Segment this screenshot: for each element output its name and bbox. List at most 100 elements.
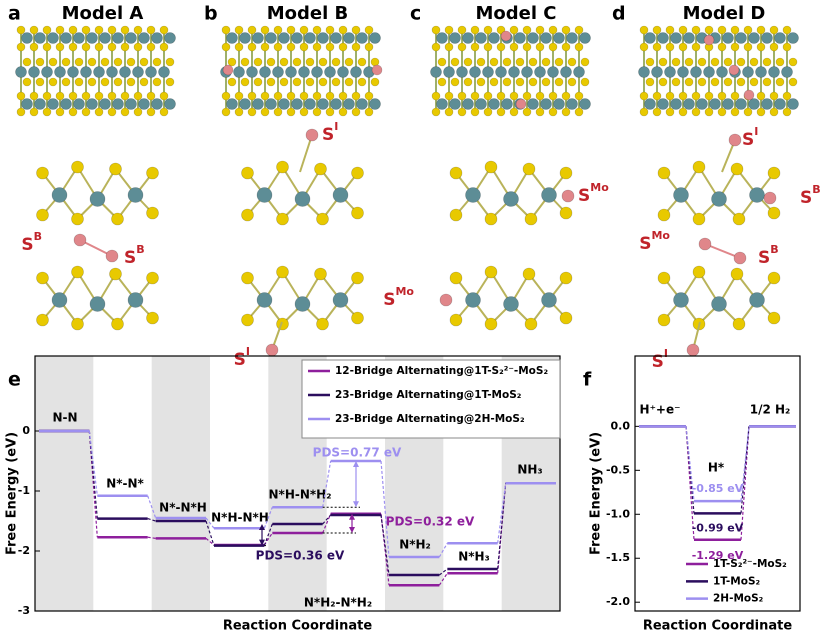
connector — [205, 520, 215, 546]
atom — [240, 77, 250, 87]
atom — [574, 42, 584, 52]
atom — [782, 25, 792, 35]
atom-superscript: I — [246, 345, 250, 358]
atom — [299, 42, 309, 52]
atom — [561, 91, 571, 101]
atom-symbol: S — [639, 234, 651, 254]
atom — [501, 98, 513, 110]
atom — [439, 293, 453, 307]
atom — [55, 25, 65, 35]
atom — [444, 107, 454, 117]
atom — [316, 212, 329, 226]
atom — [286, 107, 296, 117]
atom — [645, 57, 655, 67]
atom — [678, 107, 688, 117]
atom — [548, 107, 558, 117]
atom — [763, 191, 777, 205]
atom — [748, 32, 760, 44]
atom — [94, 107, 104, 117]
atom — [528, 57, 538, 67]
atom — [29, 107, 39, 117]
y-tick-label: -1.5 — [606, 551, 630, 564]
atom — [87, 77, 97, 87]
atom — [152, 57, 162, 67]
y-axis-label: Free Energy (eV) — [5, 432, 20, 555]
connector — [147, 518, 156, 522]
atom — [678, 25, 688, 35]
atom — [560, 66, 572, 78]
atom — [484, 160, 498, 174]
y-axis-label: Free Energy (eV) — [589, 432, 604, 555]
atom — [239, 98, 251, 110]
atom — [782, 91, 792, 101]
atom — [159, 107, 169, 117]
atom — [133, 107, 143, 117]
atom — [767, 311, 781, 325]
atom — [502, 77, 512, 87]
atom — [484, 265, 498, 279]
bond — [704, 243, 741, 259]
arrow-head — [349, 527, 355, 533]
atom — [540, 32, 552, 44]
atom — [318, 77, 328, 87]
atom — [234, 42, 244, 52]
atom — [671, 77, 681, 87]
annotation: PDS=0.77 eV — [313, 446, 402, 460]
atom — [294, 191, 311, 207]
atom — [364, 91, 374, 101]
atom — [311, 66, 323, 78]
atom — [483, 107, 493, 117]
atom — [81, 91, 91, 101]
atom-symbol: S — [124, 248, 136, 268]
atom — [652, 42, 662, 52]
atom — [305, 77, 315, 87]
shaded-band — [151, 356, 210, 611]
atom — [704, 107, 714, 117]
atom — [665, 91, 675, 101]
atom — [698, 237, 712, 251]
atom — [767, 166, 781, 180]
atom-symbol: S — [383, 290, 395, 310]
atom — [331, 57, 341, 67]
atom — [574, 107, 584, 117]
legend-label: 1T-S₂²⁻-MoS₂ — [713, 558, 787, 570]
atom — [132, 66, 144, 78]
connector — [263, 523, 273, 546]
atom — [260, 25, 270, 35]
atom — [639, 42, 649, 52]
atom — [657, 98, 669, 110]
atom — [226, 32, 238, 44]
atom — [743, 89, 755, 101]
atom — [276, 317, 289, 331]
annotation: PDS=0.32 eV — [386, 515, 475, 529]
atom — [696, 98, 708, 110]
atom — [503, 296, 519, 312]
atom — [139, 57, 149, 67]
atom — [658, 57, 668, 67]
atom — [769, 25, 779, 35]
atom — [691, 25, 701, 35]
atom — [221, 25, 231, 35]
atom — [522, 91, 532, 101]
atom — [691, 91, 701, 101]
connector — [497, 483, 507, 544]
atom — [120, 91, 130, 101]
atom — [540, 98, 552, 110]
atom — [138, 32, 150, 44]
atom — [312, 91, 322, 101]
atom — [755, 66, 767, 78]
annotation: N*H₂-N*H₂ — [304, 596, 372, 610]
atom — [29, 42, 39, 52]
atom — [743, 107, 753, 117]
atom — [146, 271, 159, 285]
atom — [449, 166, 463, 180]
atom — [278, 32, 290, 44]
atom — [260, 42, 270, 52]
atom — [330, 32, 342, 44]
atom-superscript: Mo — [395, 285, 414, 298]
atom — [73, 98, 85, 110]
atom — [736, 57, 746, 67]
atom — [449, 208, 463, 222]
atom — [364, 42, 374, 52]
atom — [761, 98, 773, 110]
